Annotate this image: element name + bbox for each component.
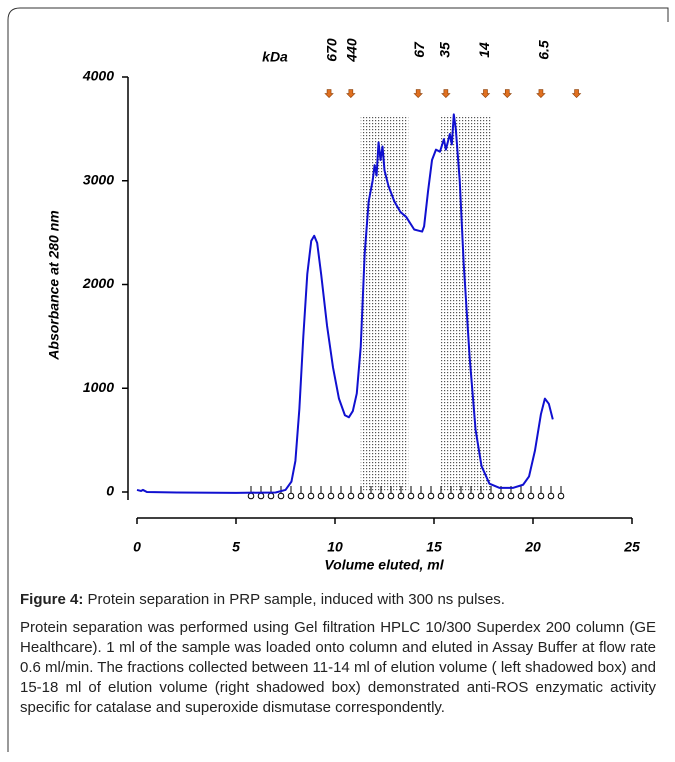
fraction-marker — [477, 492, 485, 500]
standard-marker — [413, 89, 423, 99]
y-axis-title: Absorbance at 280 nm — [46, 210, 62, 360]
fraction-marker — [297, 492, 305, 500]
caption-title: Protein separation in PRP sample, induce… — [83, 591, 505, 608]
kda-value: 67 — [411, 41, 427, 58]
y-tick-label: 0 — [106, 483, 114, 499]
caption: Figure 4: Protein separation in PRP samp… — [20, 590, 656, 726]
fraction-marker — [547, 492, 555, 500]
y-tick-label: 2000 — [82, 275, 114, 291]
standard-marker — [571, 89, 582, 99]
shaded-region — [360, 115, 409, 492]
fraction-marker — [507, 492, 515, 500]
fraction-marker — [457, 492, 465, 500]
fraction-marker — [517, 492, 525, 500]
standard-marker — [536, 89, 546, 99]
fraction-marker — [347, 492, 355, 500]
fraction-marker — [377, 492, 385, 500]
fraction-marker — [557, 492, 565, 500]
data-line — [136, 113, 554, 494]
figure-border — [7, 7, 669, 752]
x-tick-label: 0 — [133, 539, 141, 555]
fraction-marker — [497, 492, 505, 500]
standard-marker — [324, 89, 334, 99]
fraction-marker — [527, 492, 535, 500]
fraction-marker — [447, 492, 455, 500]
fraction-marker — [427, 492, 435, 500]
chart: 0 1000 2000 3000 4000 0 5 10 15 20 25 670 440 67 35 14 6… — [82, 38, 640, 555]
fraction-marker — [537, 492, 545, 500]
x-tick-label: 20 — [524, 539, 541, 555]
kda-label: kDa — [262, 49, 288, 65]
kda-value: 35 — [437, 42, 453, 58]
standard-marker — [441, 89, 451, 99]
kda-value: 440 — [344, 38, 360, 63]
y-tick-label: 4000 — [82, 68, 114, 84]
standard-marker — [346, 89, 356, 99]
kda-value: 6.5 — [536, 40, 552, 60]
y-tick-label: 3000 — [83, 171, 114, 187]
y-tick-label: 1000 — [83, 379, 114, 395]
kda-value: 14 — [476, 42, 492, 58]
caption-heading: Figure 4: Protein separation in PRP samp… — [20, 590, 656, 610]
fraction-marker — [367, 492, 375, 500]
fraction-marker — [307, 492, 315, 500]
fraction-marker — [417, 492, 425, 500]
fraction-marker — [287, 492, 295, 500]
x-tick-label: 5 — [232, 539, 240, 555]
fraction-marker — [337, 492, 345, 500]
fraction-marker — [247, 492, 255, 500]
fraction-marker — [277, 492, 285, 500]
fraction-marker — [487, 492, 495, 500]
x-tick-label: 25 — [623, 539, 640, 555]
fraction-marker — [407, 492, 415, 500]
fraction-marker — [317, 492, 325, 500]
fraction-marker — [257, 492, 265, 500]
fraction-marker — [267, 492, 275, 500]
fraction-marker — [397, 492, 405, 500]
standard-marker — [502, 89, 512, 99]
fraction-marker — [387, 492, 395, 500]
fraction-marker — [327, 492, 335, 500]
caption-label: Figure 4: — [20, 591, 84, 608]
x-tick-label: 10 — [327, 539, 343, 555]
x-axis-title: Volume eluted, ml — [324, 557, 444, 573]
fraction-marker — [437, 492, 445, 500]
fraction-marker — [467, 492, 475, 500]
fraction-marker — [357, 492, 365, 500]
x-tick-label: 15 — [426, 539, 442, 555]
kda-value: 670 — [324, 38, 340, 62]
caption-text: Protein separation was performed using G… — [20, 619, 656, 716]
standard-marker — [480, 89, 491, 99]
